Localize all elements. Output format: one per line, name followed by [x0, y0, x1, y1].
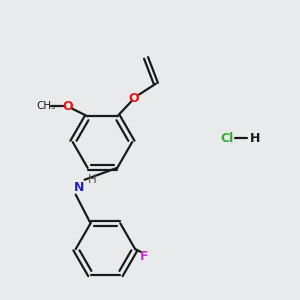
- Text: CH₃: CH₃: [36, 101, 56, 111]
- Text: O: O: [129, 92, 140, 105]
- Text: Cl: Cl: [221, 132, 234, 145]
- Text: H: H: [250, 132, 260, 145]
- Text: F: F: [140, 250, 148, 263]
- Text: N: N: [74, 181, 84, 194]
- Text: H: H: [88, 173, 97, 186]
- Text: O: O: [62, 100, 73, 113]
